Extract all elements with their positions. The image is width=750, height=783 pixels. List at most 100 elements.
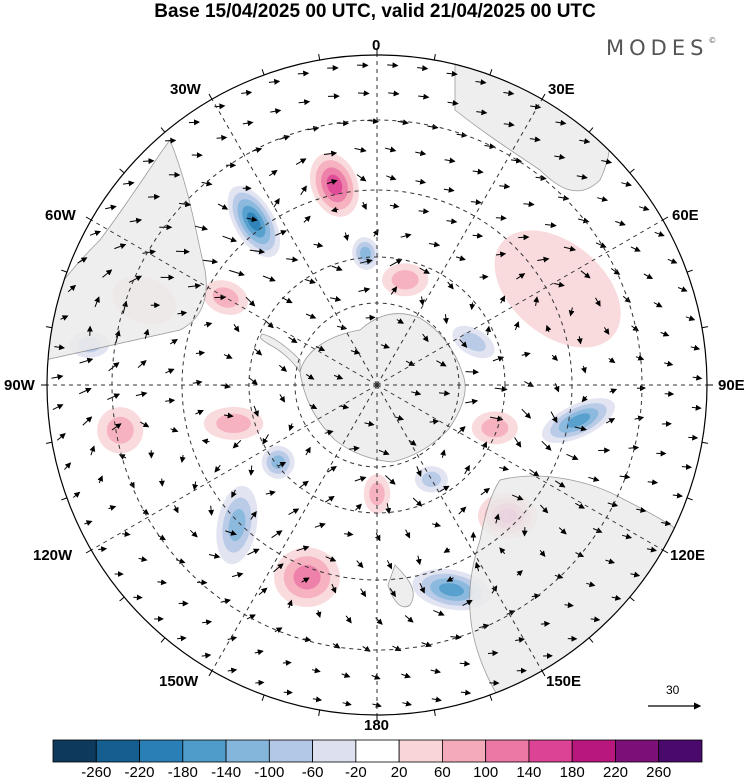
- boundary-tick: [160, 127, 166, 133]
- boundary-tick: [318, 709, 321, 716]
- wind-vector-arrow: [576, 336, 583, 345]
- wind-vector-arrow: [304, 278, 316, 285]
- wind-vector-arrow: [540, 620, 551, 627]
- wind-vector-arrow: [412, 497, 423, 507]
- wind-vector-arrow: [389, 588, 396, 598]
- wind-vector-arrow: [415, 150, 427, 157]
- wind-vector-arrow: [54, 344, 65, 351]
- wind-vector-arrow: [315, 610, 322, 619]
- wind-vector-arrow: [122, 300, 128, 314]
- wind-vector-arrow: [79, 357, 94, 364]
- wind-vector-arrow: [356, 560, 364, 569]
- wind-vector-arrow: [503, 121, 515, 128]
- wind-vector-arrow: [253, 348, 263, 356]
- wind-vector-arrow: [323, 150, 338, 157]
- wind-vector-arrow: [586, 581, 596, 588]
- wind-vector-arrow: [327, 466, 337, 473]
- wind-vector-arrow: [404, 529, 411, 539]
- wind-vector-arrow: [515, 636, 525, 643]
- wind-vector-arrow: [179, 201, 192, 208]
- wind-vector-arrow: [427, 123, 439, 130]
- wind-vector-arrow: [286, 256, 299, 263]
- wind-vector-arrow: [137, 360, 147, 368]
- colorbar-tick-label: 140: [516, 764, 542, 781]
- wind-vector-arrow: [341, 672, 351, 678]
- wind-vector-arrow: [128, 275, 142, 283]
- wind-vector-arrow: [460, 689, 472, 696]
- colorbar-cell: [615, 739, 660, 763]
- wind-vector-arrow: [173, 505, 179, 514]
- wind-vector-arrow: [108, 362, 120, 372]
- wind-vector-arrow: [296, 545, 310, 552]
- wind-vector-arrow: [433, 609, 445, 616]
- wind-vector-arrow: [288, 423, 295, 432]
- wind-vector-arrow: [510, 157, 523, 164]
- wind-vector-arrow: [315, 345, 326, 351]
- wind-vector-arrow: [563, 245, 577, 252]
- wind-vector-arrow: [386, 174, 397, 181]
- wind-vector-arrow: [140, 421, 150, 428]
- wind-vector-arrow: [102, 269, 113, 278]
- wind-vector-arrow: [558, 194, 570, 201]
- wind-vector-arrow: [108, 505, 117, 511]
- colorbar-tick-label: 180: [559, 764, 585, 781]
- wind-vector-arrow: [158, 478, 165, 487]
- boundary-tick: [433, 709, 436, 716]
- wind-vector-arrow: [431, 521, 442, 528]
- modes-brand-text: MODES: [606, 36, 709, 60]
- wind-vector-arrow: [378, 449, 390, 456]
- wind-vector-arrow: [148, 193, 161, 200]
- wind-vector-arrow: [279, 134, 291, 141]
- wind-vector-arrow: [692, 374, 703, 381]
- wind-vector-arrow: [654, 231, 665, 237]
- wind-vector-arrow: [325, 495, 335, 503]
- wind-vector-arrow: [331, 265, 343, 271]
- wind-vector-arrow: [118, 454, 127, 460]
- wind-vector-arrow: [223, 412, 234, 419]
- wind-vector-arrow: [165, 397, 176, 404]
- wind-vector-arrow: [157, 534, 166, 541]
- wind-vector-arrow: [417, 65, 429, 72]
- wind-vector-arrow: [233, 324, 240, 333]
- wind-vector-arrow: [187, 283, 202, 289]
- wind-vector-arrow: [365, 314, 376, 321]
- wind-vector-arrow: [608, 357, 616, 364]
- wind-vector-arrow: [157, 579, 167, 586]
- wind-vector-arrow: [401, 672, 411, 679]
- boundary-tick: [629, 168, 635, 174]
- colorbar-cell: [312, 739, 357, 763]
- wind-vector-arrow: [590, 616, 601, 623]
- colorbar-cell: [355, 739, 400, 763]
- wind-vector-arrow: [278, 461, 287, 468]
- wind-vector-arrow: [491, 585, 498, 594]
- wind-vector-arrow: [298, 480, 309, 489]
- wind-vector-arrow: [77, 257, 88, 264]
- wind-vector-arrow: [443, 547, 451, 553]
- wind-vector-arrow: [607, 501, 619, 508]
- wind-vector-arrow: [462, 599, 473, 607]
- wind-vector-arrow: [227, 667, 238, 674]
- wind-vector-arrow: [530, 103, 542, 110]
- wind-vector-arrow: [344, 531, 354, 538]
- boundary-tick: [433, 54, 436, 61]
- wind-vector-arrow: [440, 449, 446, 458]
- wind-vector-arrow: [442, 314, 449, 325]
- boundary-tick: [629, 596, 635, 602]
- wind-vector-arrow: [195, 409, 204, 416]
- wind-vector-arrow: [611, 594, 622, 601]
- wind-vector-arrow: [444, 157, 456, 164]
- graticule: [47, 55, 707, 715]
- wind-vector-arrow: [222, 235, 238, 243]
- wind-vector-arrow: [660, 330, 670, 337]
- wind-vector-arrow: [355, 503, 362, 511]
- wind-vector-arrow: [354, 146, 367, 153]
- meridian-line: [211, 384, 378, 672]
- wind-vector-arrow: [578, 217, 590, 224]
- wind-vector-arrow: [458, 506, 467, 515]
- colorbar-cell: [95, 739, 140, 763]
- boundary-tick: [701, 441, 708, 444]
- wind-vector-arrow: [595, 297, 601, 307]
- wind-vector-arrow: [246, 216, 258, 223]
- meridian-line: [376, 219, 664, 386]
